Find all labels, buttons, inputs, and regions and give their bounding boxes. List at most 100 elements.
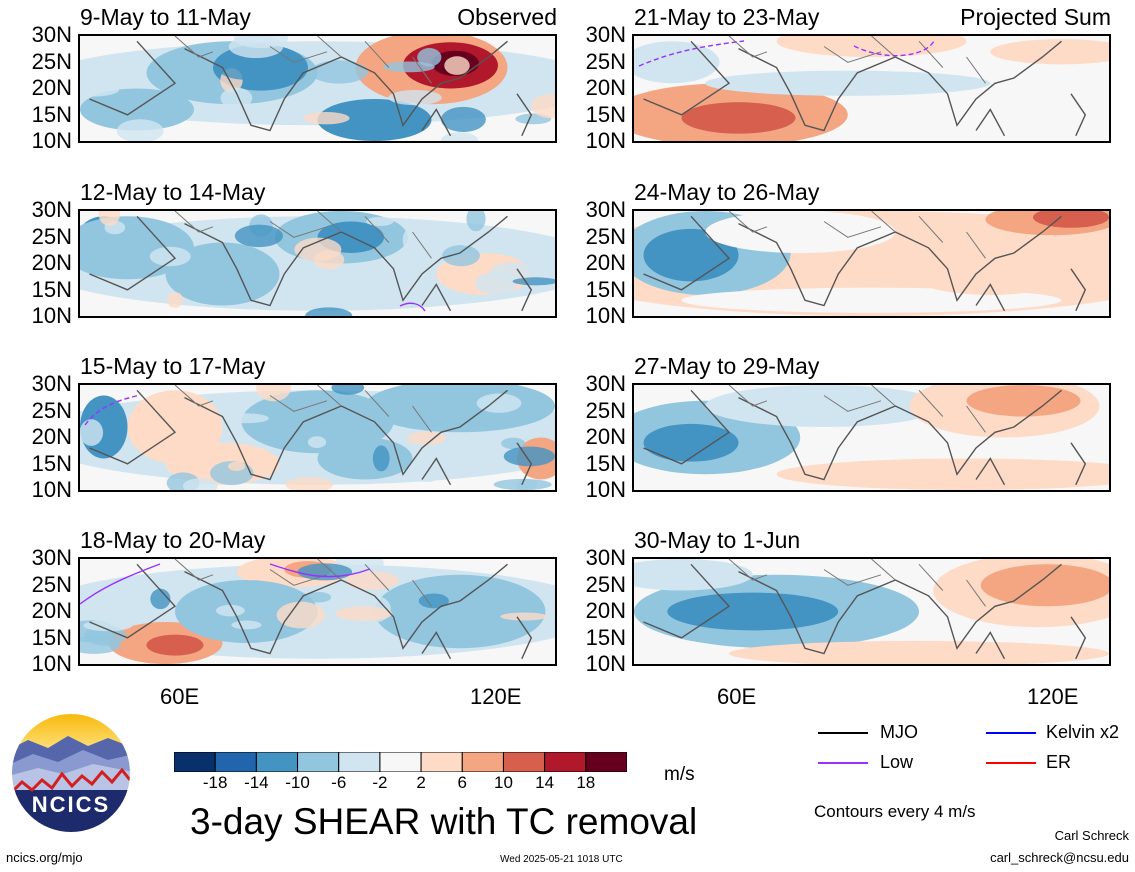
panel-title: 24-May to 26-May <box>634 179 820 205</box>
lat-label: 10N <box>31 651 72 676</box>
coastline <box>643 40 1087 137</box>
shear-contour <box>182 478 218 490</box>
lat-label: 15N <box>31 450 72 476</box>
legend-line-low <box>818 762 868 764</box>
lat-label: 25N <box>585 397 626 423</box>
shear-contour <box>256 385 291 402</box>
lat-label: 30N <box>585 371 626 396</box>
shear-contour <box>307 436 327 449</box>
colorbar-tick-label: 14 <box>535 773 555 792</box>
shear-map <box>632 557 1111 666</box>
shear-contour <box>234 224 283 248</box>
colorbar-swatch <box>297 751 340 773</box>
shear-contour <box>317 99 432 141</box>
panel-title: 9-May to 11-May <box>80 4 251 30</box>
country-borders <box>174 385 432 433</box>
shear-contour <box>895 232 1086 295</box>
shear-contour <box>503 446 555 467</box>
shear-field <box>80 211 555 316</box>
country-borders <box>174 36 432 84</box>
lat-label: 25N <box>31 571 72 597</box>
shear-field <box>634 559 1109 664</box>
panel-title: 21-May to 23-May <box>634 4 820 30</box>
colorbar-swatch <box>255 751 299 773</box>
legend-label-er: ER <box>1046 752 1072 772</box>
coastline <box>643 215 1087 312</box>
shear-map <box>78 34 557 143</box>
shear-contour <box>310 60 369 84</box>
coastline <box>643 563 1087 660</box>
shear-contour <box>220 87 253 109</box>
shear-contour <box>681 102 796 134</box>
shear-contour <box>729 640 1109 664</box>
contours-note: Contours every 4 m/s <box>814 802 976 821</box>
lat-label: 25N <box>585 571 626 597</box>
shear-map <box>632 209 1111 318</box>
lat-label: 15N <box>585 101 626 127</box>
colorbar-swatch <box>502 751 546 773</box>
lat-label: 15N <box>585 624 626 650</box>
colorbar-tick-label: -2 <box>372 773 388 792</box>
shear-field <box>634 385 1109 490</box>
coastline <box>89 389 533 486</box>
lat-label: 20N <box>31 75 72 100</box>
panel-title: 18-May to 20-May <box>80 527 266 553</box>
colorbar-tick-label: -10 <box>285 773 310 792</box>
shear-contour <box>634 559 753 591</box>
low-contour <box>80 563 371 605</box>
shear-contour <box>228 461 246 471</box>
panel-title: 30-May to 1-Jun <box>634 527 801 553</box>
shear-contour <box>374 574 546 649</box>
shear-contour <box>146 634 204 656</box>
shear-contour <box>512 277 555 286</box>
shear-contour <box>440 106 486 132</box>
lat-label: 10N <box>585 477 626 502</box>
shear-contour <box>705 385 943 427</box>
lat-label: 30N <box>585 197 626 222</box>
shear-contour <box>116 119 164 141</box>
lat-label: 20N <box>585 250 626 275</box>
lat-label: 30N <box>585 22 626 47</box>
shear-contour <box>167 292 184 308</box>
shear-contour <box>313 250 345 270</box>
legend-label-mjo: MJO <box>880 722 918 742</box>
shear-contour <box>476 393 522 413</box>
shear-contour <box>136 235 154 253</box>
low-contour <box>638 40 935 67</box>
shear-map <box>78 557 557 666</box>
lon-label-120e-right: 120E <box>1027 684 1079 709</box>
panel-title: 12-May to 14-May <box>80 179 266 205</box>
lat-label: 10N <box>585 128 626 153</box>
lat-label: 25N <box>31 397 72 423</box>
panel-title: 27-May to 29-May <box>634 353 820 379</box>
country-borders <box>174 559 432 607</box>
author-email: carl_schreck@ncsu.edu <box>990 850 1129 865</box>
colorbar <box>173 751 628 773</box>
shear-contour <box>98 211 120 226</box>
legend-line-mjo <box>818 732 868 734</box>
shear-contour <box>966 385 1081 417</box>
lat-label: 20N <box>31 250 72 275</box>
legend-line-er <box>986 762 1036 764</box>
colorbar-tick-label: -14 <box>244 773 269 792</box>
country-borders <box>728 211 986 259</box>
lat-label: 20N <box>31 598 72 623</box>
shear-contour <box>305 591 332 603</box>
lon-label-60e-right: 60E <box>717 684 757 709</box>
shear-contour <box>335 606 393 621</box>
shear-contour <box>303 112 350 125</box>
lat-label: 25N <box>585 223 626 249</box>
lat-label: 25N <box>31 48 72 74</box>
lat-label: 25N <box>585 48 626 74</box>
ncics-logo-icon <box>10 712 132 834</box>
panel-tag: Projected Sum <box>960 4 1111 30</box>
shear-contour <box>530 93 555 119</box>
legend-line-kelvin <box>986 732 1036 734</box>
lat-label: 30N <box>31 371 72 396</box>
shear-contour <box>500 612 548 621</box>
shear-contour <box>305 307 353 316</box>
legend-label-low: Low <box>880 752 914 772</box>
colorbar-swatch <box>214 751 257 773</box>
shear-contour <box>231 620 262 630</box>
shear-contour <box>705 70 991 96</box>
